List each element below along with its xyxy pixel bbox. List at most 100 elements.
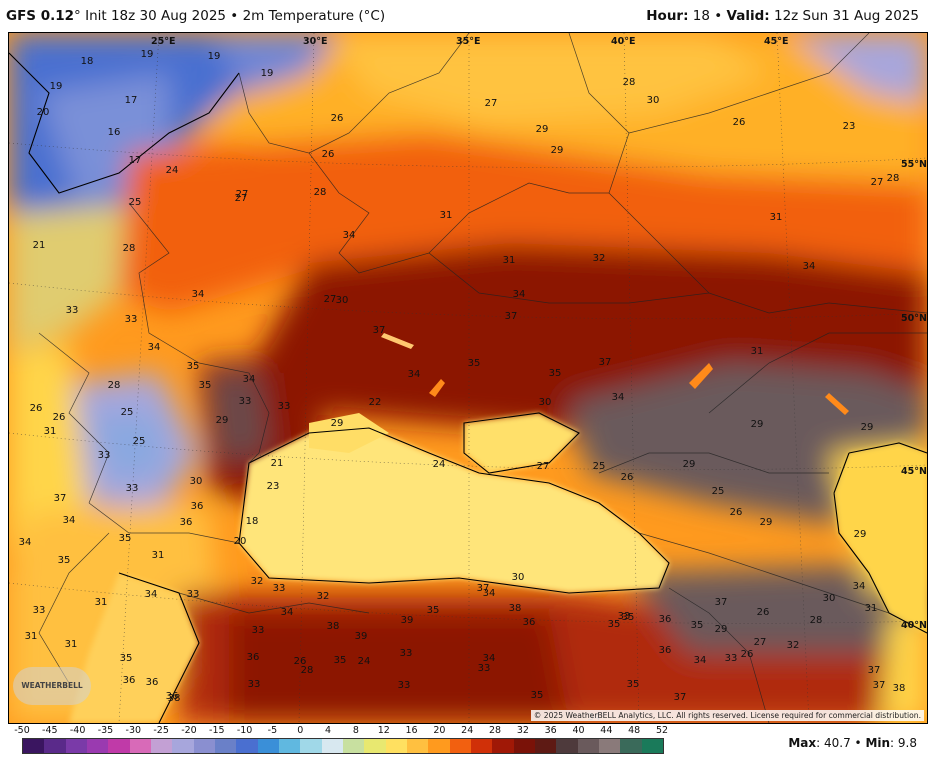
temperature-value: 18 [246,516,259,527]
borders [38,33,927,723]
scale-tick-label: 20 [433,725,446,736]
stats-sep: • [850,736,866,750]
valid-label: Valid: [726,8,770,24]
temperature-value: 30 [539,397,552,408]
lat-label: 55°N [901,159,927,170]
temperature-value: 37 [873,680,886,691]
temperature-value: 32 [251,576,264,587]
max-label: Max [788,736,817,750]
temperature-value: 26 [331,113,344,124]
temperature-value: 36 [247,652,260,663]
scale-tick-label: -30 [125,725,142,736]
lon-label: 35°E [456,36,480,47]
temperature-value: 34 [63,515,76,526]
scale-swatch [44,739,66,753]
temperature-map[interactable]: 25°E 30°E 35°E 40°E 45°E 55°N 50°N 45°N … [8,32,928,724]
scale-swatch [620,739,642,753]
lat-label: 45°N [901,466,927,477]
lat-label: 50°N [901,313,927,324]
scale-swatch [150,739,173,753]
temperature-value: 25 [712,486,725,497]
temperature-value: 21 [33,240,46,251]
temperature-value: 37 [599,357,612,368]
scale-swatch [556,739,578,753]
temperature-value: 37 [505,311,518,322]
scale-swatch [236,739,258,753]
scale-swatch [577,739,599,753]
temperature-value: 37 [868,665,881,676]
temperature-value: 28 [810,615,823,626]
temperature-value: 36 [146,677,159,688]
scale-tick-label: 8 [352,725,359,736]
temperature-value: 31 [770,212,783,223]
scale-swatch [598,739,621,753]
temperature-value: 32 [317,591,330,602]
temperature-value: 33 [400,648,413,659]
scale-tick-label: 40 [572,725,585,736]
temperature-value: 36 [659,614,672,625]
hour-value: 18 [692,8,710,24]
temperature-value: 22 [369,397,382,408]
temperature-value: 35 [120,653,133,664]
temperature-value: 21 [271,458,284,469]
temperature-value: 34 [145,589,158,600]
temperature-value: 25 [133,436,146,447]
lon-label: 45°E [764,36,788,47]
temperature-value: 33 [126,483,139,494]
scale-swatch [172,739,194,753]
scale-swatch [193,739,215,753]
caspian-sea [834,443,927,633]
temperature-value: 28 [301,665,314,676]
scale-bar [22,738,664,754]
scale-tick-label: -40 [69,725,86,736]
scale-swatch [364,739,386,753]
temperature-value: 34 [483,653,496,664]
temperature-value: 33 [398,680,411,691]
temperature-value: 28 [108,380,121,391]
temperature-value: 30 [647,95,660,106]
header-right: Hour: 18 • Valid: 12z Sun 31 Aug 2025 [646,0,919,32]
scale-swatch [534,739,557,753]
temperature-shading [9,33,927,723]
scale-tick-label: 12 [377,725,390,736]
valid-value: 12z Sun 31 Aug 2025 [773,8,919,24]
color-scale: -50 -45 -40 -35 -30 -25 -20 -15 -10 -5 0 4 8 12 16 20 24… [14,724,668,764]
model-name: GFS 0.12 [6,8,75,24]
temperature-value: 36 [191,501,204,512]
scale-swatch [278,739,301,753]
temperature-value: 34 [408,369,421,380]
temperature-value: 24 [166,165,179,176]
scale-swatch [108,739,130,753]
temperature-value: 28 [123,243,136,254]
temperature-value: 27 [871,177,884,188]
temperature-value: 33 [98,450,111,461]
hot-streaks [381,333,849,415]
temperature-value: 35 [531,690,544,701]
max-value: : 40.7 [816,736,851,750]
temperature-value: 35 [608,619,621,630]
temperature-value: 33 [248,679,261,690]
temperature-value: 34 [281,607,294,618]
temperature-value: 35 [334,655,347,666]
temperature-value: 38 [509,603,522,614]
temperature-value: 35 [199,380,212,391]
scale-swatch [214,739,237,753]
header-left: GFS 0.12° Init 18z 30 Aug 2025 • 2m Temp… [6,0,385,32]
temperature-value: 35 [119,533,132,544]
temperature-value: 33 [33,605,46,616]
scale-swatch [342,739,365,753]
temperature-value: 28 [623,77,636,88]
weatherbell-logo: WEATHERBELL [13,667,91,705]
header-bullet-2: • [714,8,723,24]
temperature-value: 39 [401,615,414,626]
temperature-value: 37 [715,597,728,608]
scale-tick-label: -25 [153,725,169,736]
scale-swatch [513,739,535,753]
temperature-value: 27 [485,98,498,109]
temperature-value: 27 [235,193,248,204]
temperature-value: 33 [187,589,200,600]
temperature-value: 36 [166,691,179,702]
temperature-value: 31 [44,426,57,437]
temperature-value: 35 [468,358,481,369]
temperature-value: 34 [148,342,161,353]
